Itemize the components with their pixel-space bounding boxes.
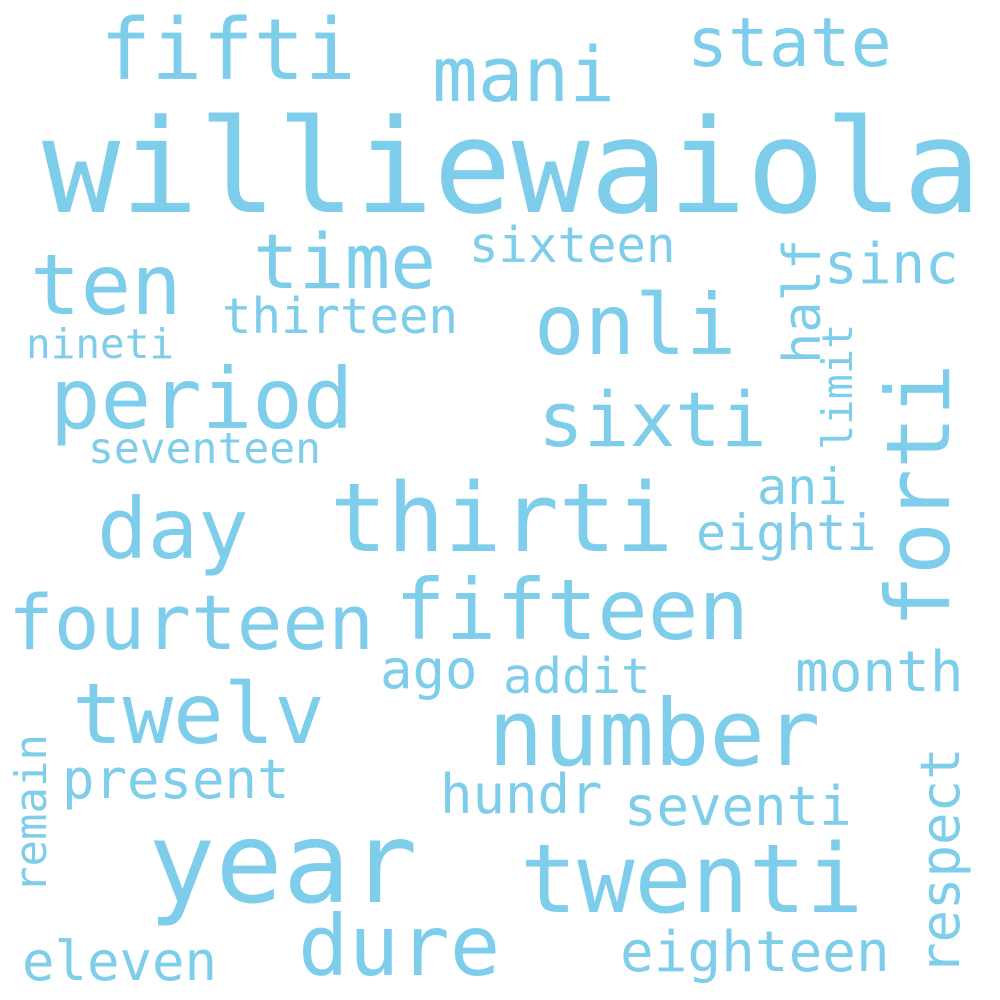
word-thirti: thirti xyxy=(330,464,674,574)
word-mani: mani xyxy=(432,30,616,119)
word-ten: ten xyxy=(30,236,182,334)
word-dure: dure xyxy=(298,897,501,995)
word-time: time xyxy=(253,217,437,306)
word-ago: ago xyxy=(380,638,478,701)
word-remain: remain xyxy=(6,734,57,893)
word-state: state xyxy=(687,4,892,83)
word-period: period xyxy=(50,350,354,448)
word-eighti: eighti xyxy=(696,504,877,562)
word-ani: ani xyxy=(757,458,848,516)
word-sixti: sixti xyxy=(538,375,767,464)
word-eleven: eleven xyxy=(22,930,218,993)
word-seventeen: seventeen xyxy=(88,424,321,474)
word-hundr: hundr xyxy=(440,763,603,826)
word-thirteen: thirteen xyxy=(222,288,459,345)
word-onli: onli xyxy=(534,276,737,374)
word-williewaiola: williewaiola xyxy=(42,91,982,243)
word-eighteen: eighteen xyxy=(620,920,890,985)
word-forti: forti xyxy=(867,363,970,628)
word-number: number xyxy=(488,680,821,787)
word-sixteen: sixteen xyxy=(469,217,676,274)
word-sinc: sinc xyxy=(824,232,959,297)
word-nineti: nineti xyxy=(26,320,175,368)
word-fourteen: fourteen xyxy=(8,578,375,667)
word-addit: addit xyxy=(503,648,651,705)
word-year: year xyxy=(148,799,418,929)
word-seventi: seventi xyxy=(624,775,852,838)
word-respect: respect xyxy=(909,747,972,975)
word-day: day xyxy=(97,480,249,578)
word-twenti: twenti xyxy=(520,825,864,935)
word-twelv: twelv xyxy=(72,665,325,763)
word-fifti: fifti xyxy=(100,1,356,100)
word-limit: limit xyxy=(813,323,862,450)
word-fifteen: fifteen xyxy=(395,561,750,659)
word-present: present xyxy=(62,748,290,811)
word-month: month xyxy=(795,640,964,705)
